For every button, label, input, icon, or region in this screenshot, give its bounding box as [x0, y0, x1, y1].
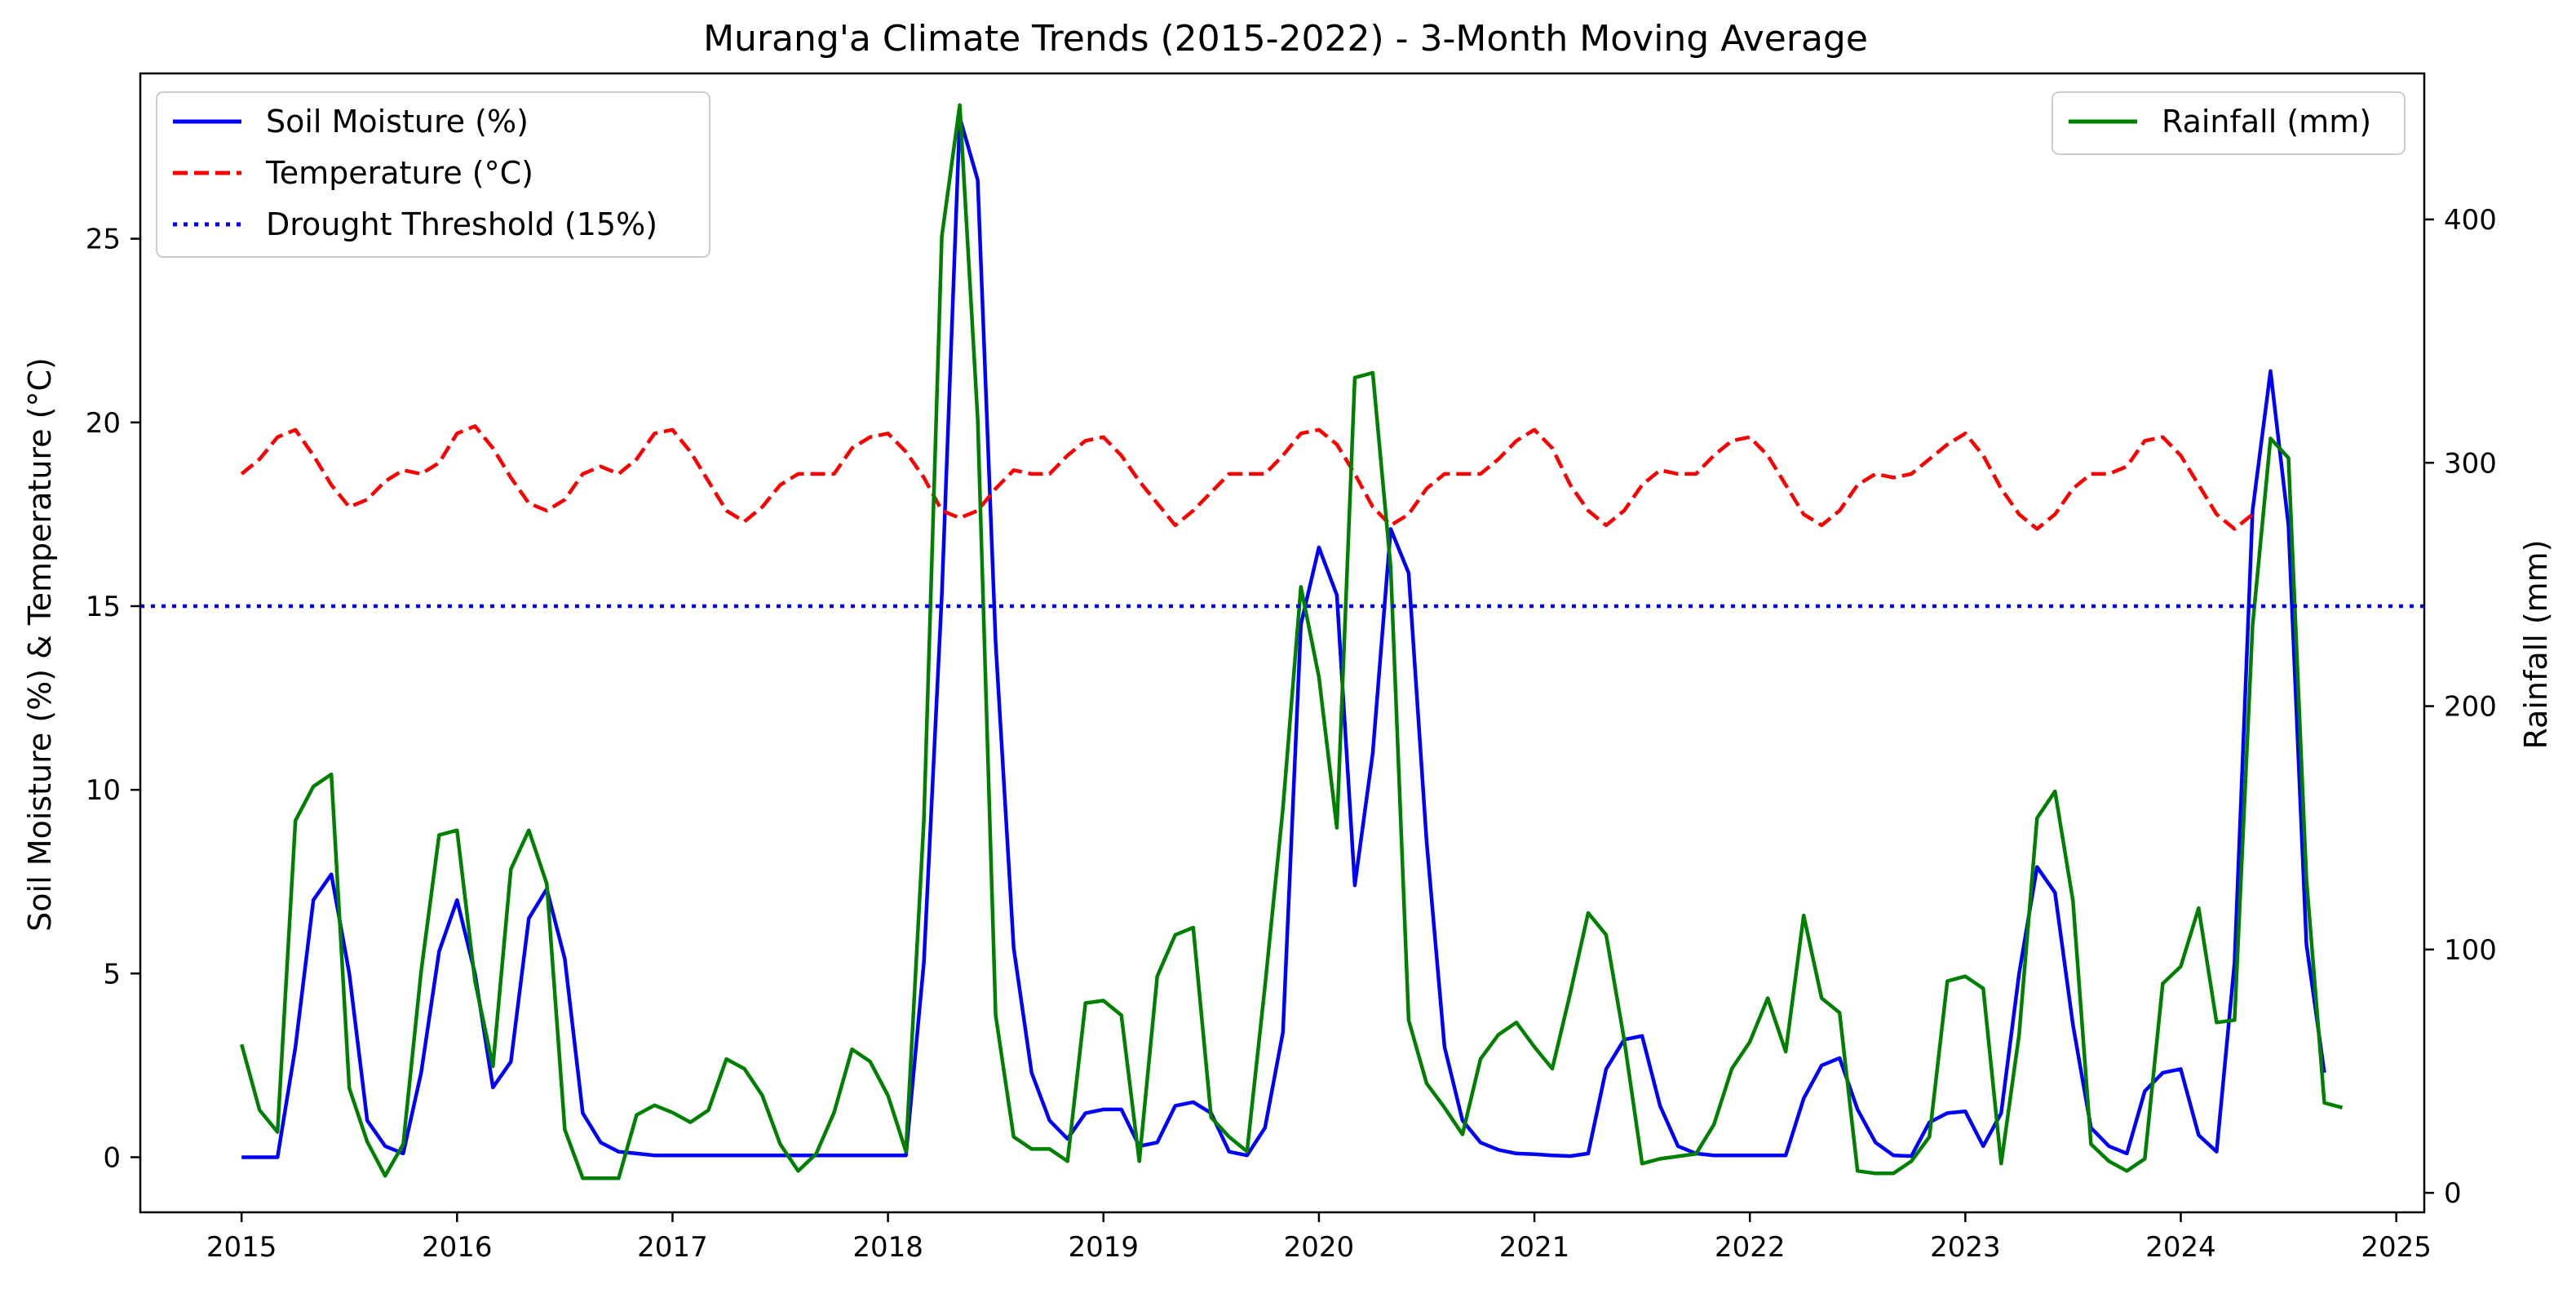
y-left-tick-label-15: 15 — [86, 591, 121, 623]
y-left-tick-label-20: 20 — [86, 407, 121, 440]
y-left-tick-label-25: 25 — [86, 224, 121, 256]
legend-label-temperature: Temperature (°C) — [265, 155, 533, 191]
chart-title: Murang'a Climate Trends (2015-2022) - 3-… — [703, 18, 1868, 60]
y-right-tick-label-100: 100 — [2444, 934, 2497, 967]
y-left-tick-label-10: 10 — [86, 774, 121, 807]
legend-label-rainfall: Rainfall (mm) — [2162, 104, 2371, 140]
legend-left-frame — [156, 91, 710, 258]
y-axis-right-label: Rainfall (mm) — [2518, 539, 2554, 749]
x-tick-label-2024: 2024 — [2145, 1231, 2216, 1264]
y-left-tick-label-5: 5 — [103, 958, 121, 990]
x-tick-label-2018: 2018 — [852, 1231, 923, 1264]
y-right-tick-label-300: 300 — [2444, 447, 2497, 480]
series-line-soil-moisture — [241, 115, 2326, 1159]
series-line-temperature-c — [240, 424, 2254, 531]
legend-right: Rainfall (mm) — [2052, 91, 2406, 155]
y-axis-left-label: Soil Moisture (%) & Temperature (°C) — [22, 357, 58, 932]
x-tick-label-2017: 2017 — [637, 1231, 708, 1264]
legend-right-frame — [2052, 91, 2406, 155]
x-tick-label-2016: 2016 — [422, 1231, 493, 1264]
x-tick-label-2021: 2021 — [1499, 1231, 1570, 1264]
y-left-tick-label-0: 0 — [103, 1141, 121, 1174]
x-tick-label-2020: 2020 — [1284, 1231, 1355, 1264]
y-right-tick-label-200: 200 — [2444, 691, 2497, 724]
x-tick-label-2025: 2025 — [2361, 1231, 2432, 1264]
legend-label-soil-moisture: Soil Moisture (%) — [266, 104, 529, 140]
x-tick-label-2015: 2015 — [206, 1231, 277, 1264]
y-right-tick-label-0: 0 — [2444, 1177, 2462, 1210]
y-right-tick-label-400: 400 — [2444, 204, 2497, 237]
legend-left: Soil Moisture (%) Temperature (°C) Droug… — [156, 91, 710, 258]
legend-label-drought-threshold: Drought Threshold (15%) — [266, 206, 657, 242]
x-tick-label-2022: 2022 — [1715, 1231, 1786, 1264]
plot-area: 2015 2016 2017 2018 2019 2020 2021 2022 2023 2024… — [86, 72, 2497, 1264]
x-tick-label-2023: 2023 — [1930, 1231, 2001, 1264]
series-line-rainfall-mm — [240, 103, 2344, 1180]
x-tick-label-2019: 2019 — [1068, 1231, 1139, 1264]
plot-frame — [139, 72, 2426, 1214]
